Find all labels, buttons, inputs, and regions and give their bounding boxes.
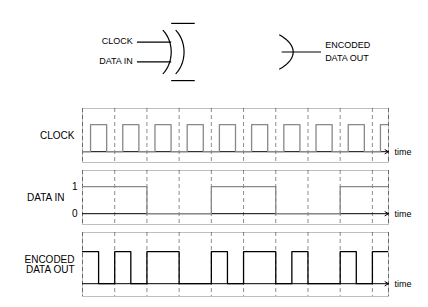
svg-text:time: time <box>395 209 412 219</box>
svg-text:ENCODEDDATA OUT: ENCODEDDATA OUT <box>24 254 74 275</box>
svg-text:ENCODED: ENCODED <box>325 40 371 50</box>
svg-text:CLOCK: CLOCK <box>40 130 75 141</box>
svg-text:time: time <box>395 279 412 289</box>
svg-text:DATA OUT: DATA OUT <box>325 53 369 63</box>
svg-text:CLOCK: CLOCK <box>102 36 133 46</box>
svg-text:DATA IN: DATA IN <box>99 56 133 66</box>
svg-text:0: 0 <box>72 208 78 219</box>
svg-text:1: 1 <box>72 181 78 192</box>
svg-text:DATA IN: DATA IN <box>27 192 64 203</box>
svg-text:time: time <box>395 147 412 157</box>
